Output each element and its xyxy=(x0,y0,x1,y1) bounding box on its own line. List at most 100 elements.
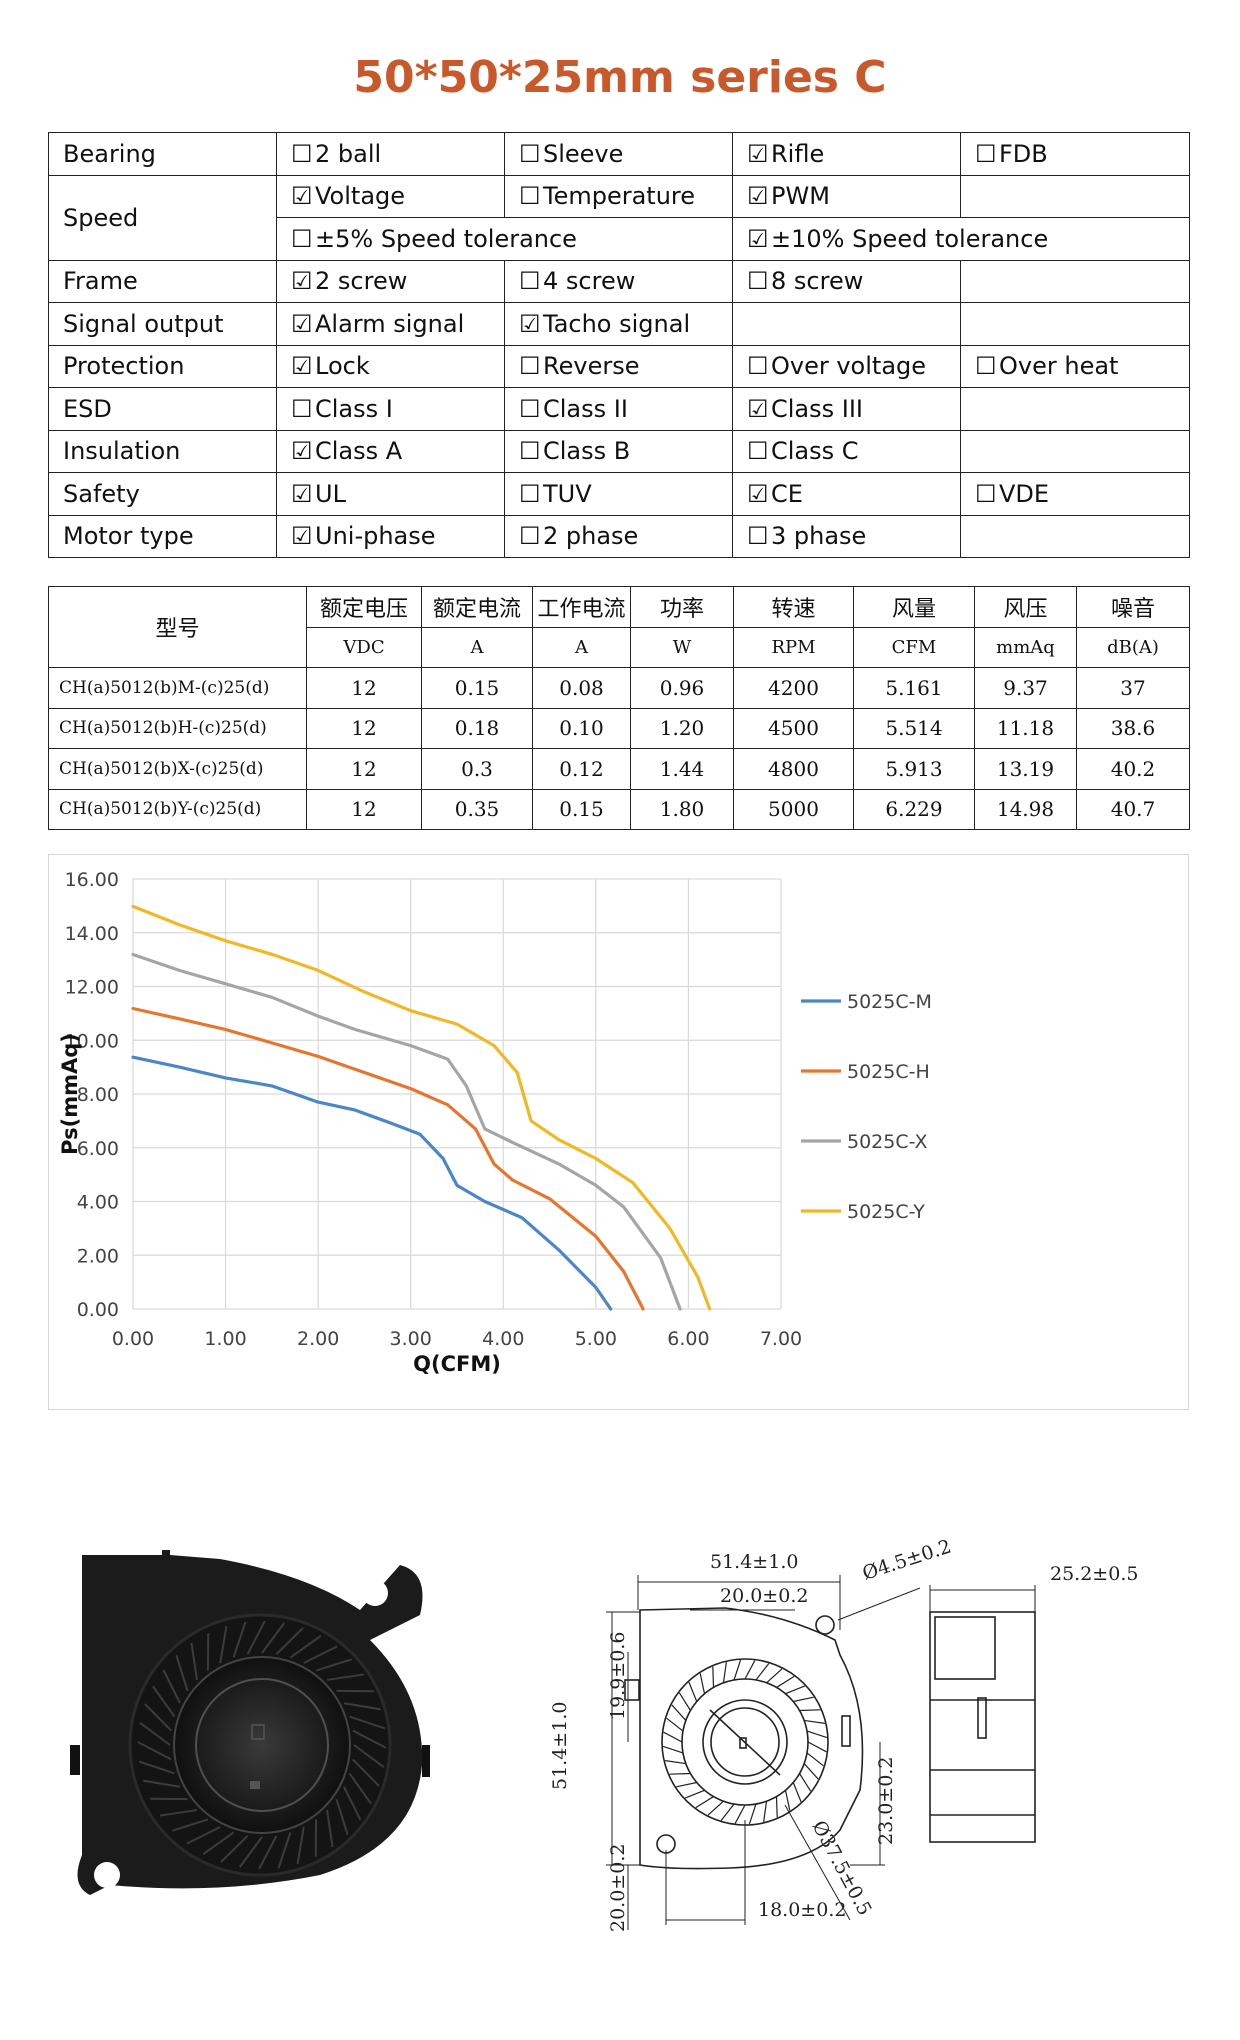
table-row: CH(a)5012(b)Y-(c)25(d) 12 0.35 0.15 1.80 5000… xyxy=(48,788,1190,830)
rotor-blade-outline xyxy=(695,1796,714,1809)
fan-blade xyxy=(144,1703,172,1732)
fan-blade xyxy=(353,1744,385,1769)
rotor-blade-outline xyxy=(707,1800,724,1816)
rotor-blade-outline xyxy=(755,1663,770,1681)
x-tick-label: 7.00 xyxy=(760,1328,802,1350)
perf-value-cell: 0.15 xyxy=(421,667,533,709)
dim-overall-width: 51.4±1.0 xyxy=(710,1551,798,1573)
spec-option-label: Sleeve xyxy=(543,139,624,168)
spec-option-label: TUV xyxy=(543,479,592,508)
unchecked-box-icon: ☐ xyxy=(519,139,541,168)
x-tick-label: 0.00 xyxy=(112,1328,154,1350)
spec-option: ☑ ±10% Speed tolerance xyxy=(732,217,1190,261)
spec-cell-empty xyxy=(732,302,961,346)
spec-option-label: 8 screw xyxy=(771,267,864,296)
fan-blade xyxy=(190,1642,198,1681)
perf-value-cell: 12 xyxy=(306,748,422,790)
spec-row-label: Motor type xyxy=(48,514,277,558)
fan-blade xyxy=(202,1831,235,1855)
perf-unit: A xyxy=(532,626,631,668)
unchecked-box-icon: ☐ xyxy=(975,479,997,508)
y-tick-label: 4.00 xyxy=(77,1192,119,1214)
rotor-blade-outline xyxy=(792,1782,802,1803)
rotor-blade-outline xyxy=(775,1796,778,1818)
spec-row: Protection ☑ Lock ☐ Reverse ☐ Over voltage ☐ Ove… xyxy=(48,344,1190,388)
perf-column-header: 额定电压 xyxy=(306,586,422,628)
series-line-5025C-H xyxy=(131,1006,645,1311)
pq-chart-frame: 0.00 1.00 2.00 3.00 4.00 5.00 6.00 7.00 0.00 2.00… xyxy=(48,854,1189,1410)
spec-option-label: Reverse xyxy=(543,352,640,381)
perf-column-header: 功率 xyxy=(630,586,734,628)
perf-value-cell: 1.80 xyxy=(630,788,734,830)
spec-option: ☐ Over voltage xyxy=(732,344,961,388)
fan-blade xyxy=(152,1685,176,1718)
checked-box-icon: ☑ xyxy=(291,309,313,338)
rotor-blade-outline xyxy=(806,1730,828,1739)
perf-value-cell: 13.19 xyxy=(974,748,1077,790)
y-tick-label: 0.00 xyxy=(77,1299,119,1321)
perf-value-cell: 0.18 xyxy=(421,707,533,749)
unchecked-box-icon: ☐ xyxy=(747,352,769,381)
fan-blade xyxy=(349,1715,386,1730)
unchecked-box-icon: ☐ xyxy=(519,522,541,551)
rotor-blade-outline xyxy=(684,1789,705,1799)
rotor-blade-outline xyxy=(766,1668,783,1684)
fan-blade xyxy=(289,1635,322,1659)
checked-box-icon: ☑ xyxy=(291,182,313,211)
perf-value-cell: 0.08 xyxy=(532,667,631,709)
spec-option: ☐ Class C xyxy=(732,429,961,473)
x-tick-label: 4.00 xyxy=(482,1328,524,1350)
dim-hole-diameter: Ø4.5±0.2 xyxy=(860,1535,954,1584)
perf-value-cell: 0.15 xyxy=(532,788,631,830)
unchecked-box-icon: ☐ xyxy=(975,139,997,168)
checked-box-icon: ☑ xyxy=(291,352,313,381)
fan-blade xyxy=(277,1832,292,1869)
spec-cell-empty xyxy=(960,387,1190,431)
perf-column-header: 转速 xyxy=(733,586,854,628)
perf-value-cell: 0.3 xyxy=(421,748,533,790)
spec-option: ☑ Class III xyxy=(732,387,961,431)
page-title: 50*50*25mm series C xyxy=(353,52,887,103)
spec-option: ☐ Class I xyxy=(276,387,505,431)
y-tick-label: 10.00 xyxy=(65,1030,119,1052)
rotor-blade-outline xyxy=(663,1731,683,1743)
dim-thickness: 25.2±0.5 xyxy=(1050,1563,1138,1585)
x-tick-label: 2.00 xyxy=(297,1328,339,1350)
dim-overall-height: 51.4±1.0 xyxy=(549,1702,571,1790)
spec-option: ☐ Sleeve xyxy=(504,132,733,176)
perf-column-header: 风压 xyxy=(974,586,1077,628)
rotor-blade-outline xyxy=(734,1804,746,1824)
rotor-blade-outline xyxy=(784,1790,791,1811)
perf-model-cell: CH(a)5012(b)M-(c)25(d) xyxy=(48,667,307,709)
dim-center-height: 23.0±0.2 xyxy=(875,1757,897,1845)
spec-option-label: Class A xyxy=(315,437,403,466)
spec-option-label: FDB xyxy=(999,139,1048,168)
series-line-5025C-X xyxy=(131,952,682,1311)
y-tick-label: 2.00 xyxy=(77,1245,119,1267)
rotor-blade-outline xyxy=(676,1781,697,1788)
fan-product-image xyxy=(70,1550,430,1895)
rotor-blade-outline xyxy=(699,1673,706,1694)
perf-model-cell: CH(a)5012(b)Y-(c)25(d) xyxy=(48,788,307,830)
unchecked-box-icon: ☐ xyxy=(975,352,997,381)
spec-option: ☐ FDB xyxy=(960,132,1190,176)
checked-box-icon: ☑ xyxy=(747,479,769,508)
dimension-drawing: 51.4±1.0 20.0±0.2 Ø4.5±0.2 25.2±0.5 19.9… xyxy=(549,1535,1138,1932)
unchecked-box-icon: ☐ xyxy=(747,267,769,296)
checked-box-icon: ☑ xyxy=(291,522,313,551)
spec-option-label: ±10% Speed tolerance xyxy=(771,224,1049,253)
spec-option: ☐ 3 phase xyxy=(732,514,961,558)
fan-blade xyxy=(238,1836,263,1868)
x-axis-label: Q(CFM) xyxy=(413,1352,501,1376)
x-tick-label: 3.00 xyxy=(390,1328,432,1350)
perf-value-cell: 0.12 xyxy=(532,748,631,790)
y-tick-label: 6.00 xyxy=(77,1138,119,1160)
spec-option: ☐ ±5% Speed tolerance xyxy=(276,217,733,261)
rotor-blade-outline xyxy=(712,1666,715,1688)
fan-blade xyxy=(303,1645,338,1664)
perf-column-header: 工作电流 xyxy=(532,586,631,628)
perf-column-header: 风量 xyxy=(853,586,975,628)
rotor-blade-outline xyxy=(807,1741,827,1753)
spec-option: ☐ VDE xyxy=(960,472,1190,516)
spec-option-label: 3 phase xyxy=(771,522,867,551)
